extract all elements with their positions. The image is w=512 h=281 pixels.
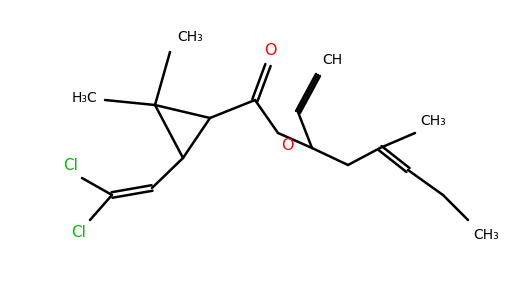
Text: H₃C: H₃C	[71, 91, 97, 105]
Text: O: O	[281, 138, 293, 153]
Text: CH₃: CH₃	[473, 228, 499, 242]
Text: O: O	[264, 43, 276, 58]
Text: CH₃: CH₃	[177, 30, 203, 44]
Text: CH₃: CH₃	[420, 114, 446, 128]
Text: Cl: Cl	[63, 158, 78, 173]
Text: CH: CH	[322, 53, 342, 67]
Text: Cl: Cl	[71, 225, 86, 240]
